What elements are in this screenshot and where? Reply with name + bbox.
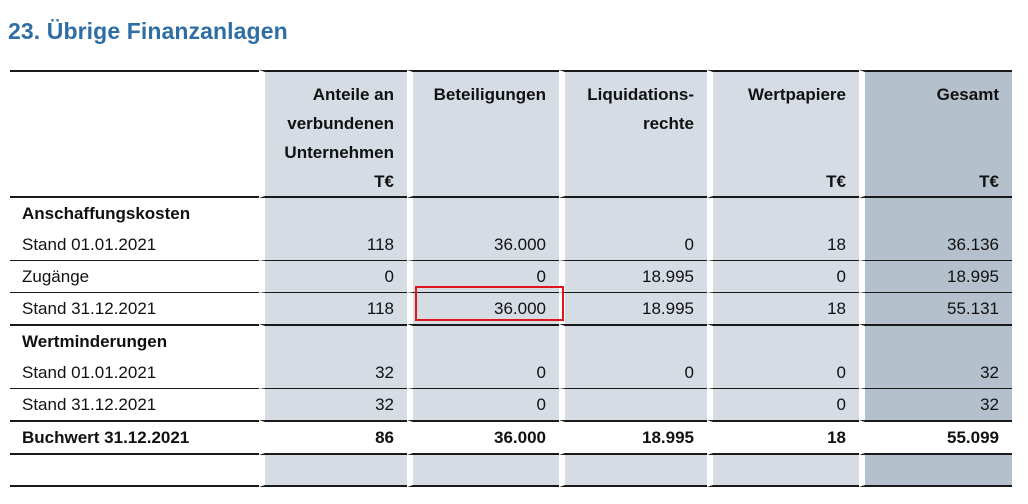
cell: 86	[259, 420, 407, 455]
table-row-spacer	[10, 455, 1012, 487]
cell: 55.131	[859, 292, 1012, 324]
cell-highlighted: 36.000	[407, 292, 559, 324]
financial-table: Anteile an verbundenen Unternehmen T€ Be…	[10, 70, 1012, 487]
cell: 18	[707, 229, 859, 260]
cell: 118	[259, 229, 407, 260]
cell	[859, 198, 1012, 229]
cell: 18	[707, 292, 859, 324]
table-row: Stand 01.01.2021 32 0 0 0 32	[10, 357, 1012, 388]
cell	[259, 198, 407, 229]
cell: 32	[859, 357, 1012, 388]
cell: 118	[259, 292, 407, 324]
cell: 18.995	[559, 260, 707, 292]
cell: 0	[407, 260, 559, 292]
table-row: Zugänge 0 0 18.995 0 18.995	[10, 260, 1012, 292]
row-label: Stand 01.01.2021	[10, 229, 259, 260]
header-line: Liquidations-	[587, 85, 694, 104]
header-empty-cell	[10, 70, 259, 198]
cell: 0	[259, 260, 407, 292]
cell: 55.099	[859, 420, 1012, 455]
header-unit: T€	[826, 172, 846, 191]
row-label: Anschaffungskosten	[10, 198, 259, 229]
row-label: Zugänge	[10, 260, 259, 292]
header-unit: T€	[979, 172, 999, 191]
cell: 0	[707, 357, 859, 388]
cell: 36.000	[407, 420, 559, 455]
header-line: Unternehmen	[284, 143, 394, 162]
cell	[407, 198, 559, 229]
cell	[559, 198, 707, 229]
cell	[859, 324, 1012, 357]
cell	[559, 388, 707, 420]
cell: 18	[707, 420, 859, 455]
header-line: Anteile an	[312, 85, 394, 104]
cell: 32	[259, 388, 407, 420]
row-label: Wertminderungen	[10, 324, 259, 357]
cell: 18.995	[559, 420, 707, 455]
table-row-total: Buchwert 31.12.2021 86 36.000 18.995 18 …	[10, 420, 1012, 455]
header-liquidationsrechte: Liquidations- rechte	[559, 70, 707, 198]
row-label: Stand 31.12.2021	[10, 292, 259, 324]
cell	[407, 455, 559, 487]
table-header-row: Anteile an verbundenen Unternehmen T€ Be…	[10, 70, 1012, 198]
cell	[259, 455, 407, 487]
cell: 32	[859, 388, 1012, 420]
header-line: Wertpapiere	[748, 85, 846, 104]
cell: 0	[707, 260, 859, 292]
row-label: Stand 31.12.2021	[10, 388, 259, 420]
page-title: 23. Übrige Finanzanlagen	[8, 18, 288, 44]
header-wertpapiere: Wertpapiere T€	[707, 70, 859, 198]
table-row: Stand 31.12.2021 118 36.000 18.995 18 55…	[10, 292, 1012, 324]
header-line: verbundenen	[287, 114, 394, 133]
table-row: Anschaffungskosten	[10, 198, 1012, 229]
cell	[707, 455, 859, 487]
cell: 36.136	[859, 229, 1012, 260]
cell	[707, 198, 859, 229]
cell	[407, 324, 559, 357]
cell: 18.995	[559, 292, 707, 324]
cell: 0	[559, 357, 707, 388]
header-anteile: Anteile an verbundenen Unternehmen T€	[259, 70, 407, 198]
cell	[259, 324, 407, 357]
row-label: Stand 01.01.2021	[10, 357, 259, 388]
table-row: Wertminderungen	[10, 324, 1012, 357]
cell	[707, 324, 859, 357]
header-unit: T€	[374, 172, 394, 191]
header-gesamt: Gesamt T€	[859, 70, 1012, 198]
header-line: Beteiligungen	[433, 85, 546, 104]
cell: 36.000	[407, 229, 559, 260]
header-beteiligungen: Beteiligungen	[407, 70, 559, 198]
cell: 32	[259, 357, 407, 388]
cell	[859, 455, 1012, 487]
cell	[559, 324, 707, 357]
cell	[559, 455, 707, 487]
cell: 0	[407, 388, 559, 420]
row-label: Buchwert 31.12.2021	[10, 420, 259, 455]
header-line: Gesamt	[936, 85, 999, 104]
header-line: rechte	[642, 114, 694, 133]
cell: 0	[559, 229, 707, 260]
cell: 0	[707, 388, 859, 420]
cell: 0	[407, 357, 559, 388]
table-row: Stand 31.12.2021 32 0 0 32	[10, 388, 1012, 420]
cell	[10, 455, 259, 487]
table-row: Stand 01.01.2021 118 36.000 0 18 36.136	[10, 229, 1012, 260]
cell: 18.995	[859, 260, 1012, 292]
